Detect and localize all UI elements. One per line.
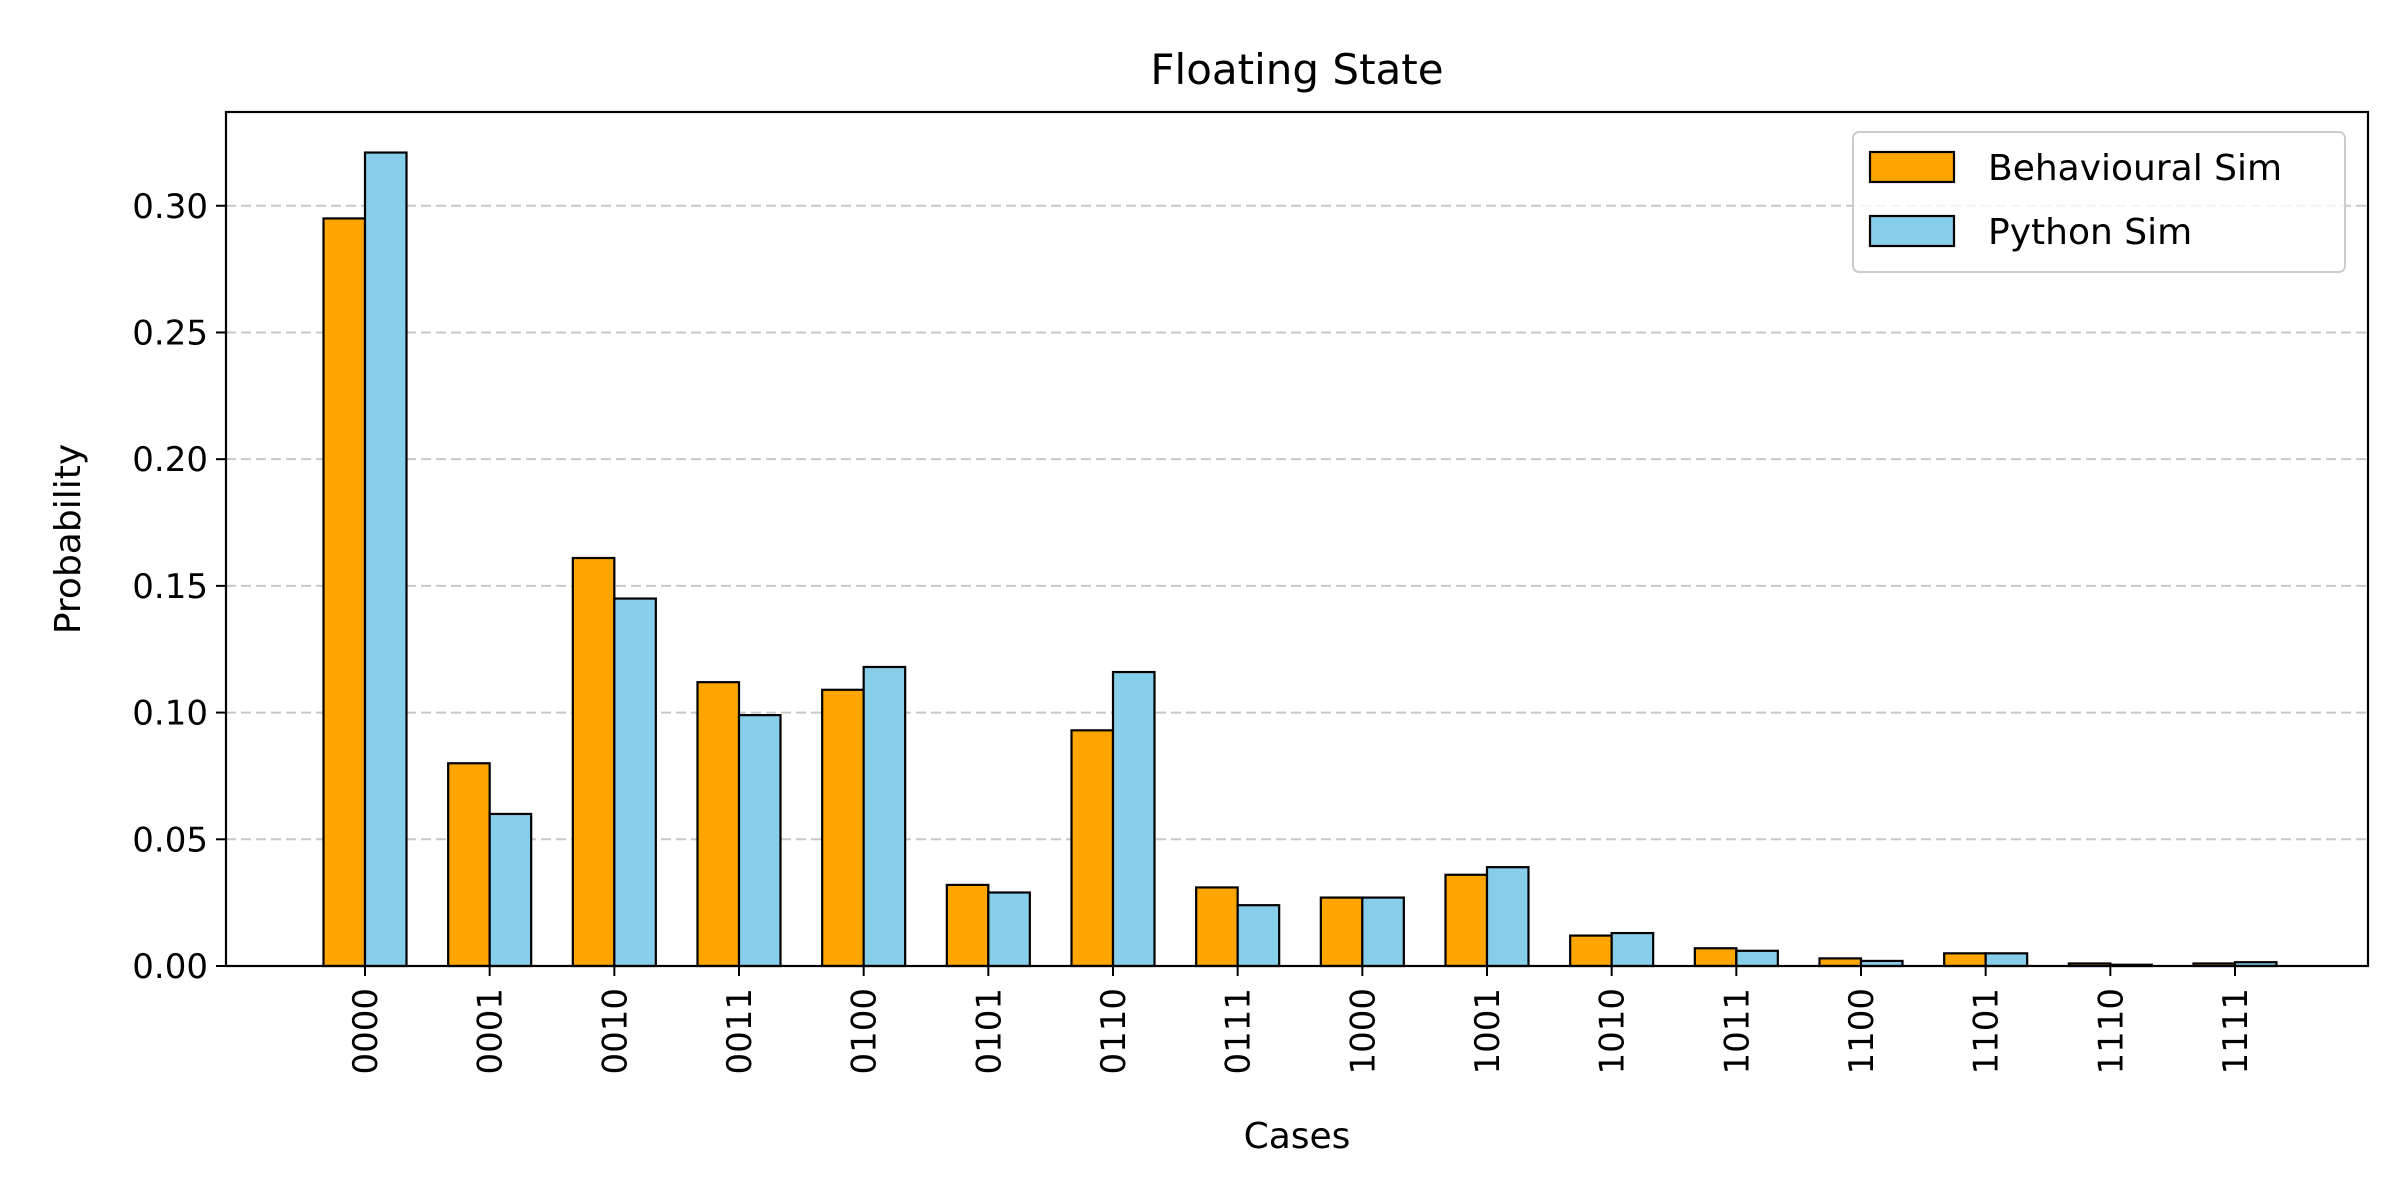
y-tick-label: 0.10 [132, 694, 208, 734]
x-tick-label: 1101 [1967, 988, 2007, 1075]
x-tick-label: 1010 [1593, 988, 1633, 1075]
x-tick-label: 1100 [1842, 988, 1882, 1075]
x-tick-label: 1011 [1717, 988, 1757, 1075]
legend-frame [1852, 131, 2346, 273]
bar-behavioural-sim-1010 [1569, 934, 1613, 968]
bar-behavioural-sim-0000 [322, 217, 367, 968]
bar-python-sim-0111 [1236, 904, 1281, 968]
bar-python-sim-0001 [488, 812, 533, 968]
x-tick-label: 0101 [969, 988, 1009, 1075]
x-tick-label: 0010 [595, 988, 635, 1075]
y-tick-label: 0.30 [132, 187, 208, 227]
x-tick-label: 0110 [1094, 988, 1134, 1075]
bar-behavioural-sim-0110 [1070, 729, 1115, 968]
x-axis-title: Cases [1244, 1116, 1351, 1157]
y-tick-label: 0.15 [132, 567, 208, 607]
bar-behavioural-sim-0011 [696, 681, 741, 968]
x-tick-label: 1001 [1468, 988, 1508, 1075]
y-tick-label: 0.00 [132, 947, 208, 987]
bar-behavioural-sim-1000 [1319, 896, 1364, 968]
bar-behavioural-sim-1011 [1693, 947, 1738, 968]
x-axis: 0000 0001 0010 0011 0100 0101 0110 0111 1000 1001… [346, 966, 2256, 1075]
bar-python-sim-1101 [1984, 952, 2029, 968]
y-tick-label: 0.05 [132, 820, 208, 860]
plot-frame [224, 110, 2370, 968]
y-axis: 0.00 0.05 0.10 0.15 0.20 0.25 0.30 [132, 187, 226, 987]
bar-python-sim-1011 [1735, 949, 1779, 968]
x-tick-label: 0100 [845, 988, 885, 1075]
y-axis-title: Probability [48, 444, 89, 634]
legend: Behavioural Sim Python Sim [1852, 131, 2346, 273]
bar-python-sim-1001 [1485, 866, 1530, 968]
legend-swatch-behavioural-sim [1868, 150, 1956, 184]
legend-swatch-python-sim [1868, 214, 1956, 248]
bar-behavioural-sim-1100 [1818, 957, 1863, 968]
bars [322, 151, 2278, 968]
legend-label-python-sim: Python Sim [1988, 212, 2192, 253]
bar-python-sim-0101 [987, 891, 1031, 968]
bar-python-sim-0011 [737, 714, 782, 968]
x-tick-label: 1111 [2216, 988, 2256, 1075]
bar-behavioural-sim-0100 [821, 688, 865, 968]
x-tick-label: 0001 [471, 988, 511, 1075]
legend-label-behavioural-sim: Behavioural Sim [1988, 148, 2282, 189]
bar-behavioural-sim-0111 [1195, 886, 1239, 968]
bar-python-sim-0110 [1111, 670, 1156, 968]
gridlines [226, 204, 2368, 841]
bar-python-sim-0010 [613, 597, 657, 968]
bar-python-sim-1010 [1610, 931, 1655, 968]
bar-python-sim-0100 [862, 665, 907, 968]
x-tick-label: 0011 [720, 988, 760, 1075]
x-tick-label: 0111 [1219, 988, 1259, 1075]
x-tick-label: 1000 [1343, 988, 1383, 1075]
x-tick-label: 1110 [2091, 988, 2131, 1075]
bar-python-sim-0000 [363, 151, 408, 968]
bar-python-sim-1000 [1361, 896, 1405, 968]
bar-behavioural-sim-0010 [571, 556, 616, 968]
y-tick-label: 0.25 [132, 313, 208, 353]
x-tick-label: 0000 [346, 988, 386, 1075]
y-tick-label: 0.20 [132, 440, 208, 480]
bar-behavioural-sim-1101 [1943, 952, 1987, 968]
chart-title: Floating State [1150, 45, 1443, 94]
bar-behavioural-sim-1001 [1444, 873, 1489, 968]
bar-behavioural-sim-0101 [945, 883, 990, 968]
bar-behavioural-sim-0001 [447, 762, 491, 968]
